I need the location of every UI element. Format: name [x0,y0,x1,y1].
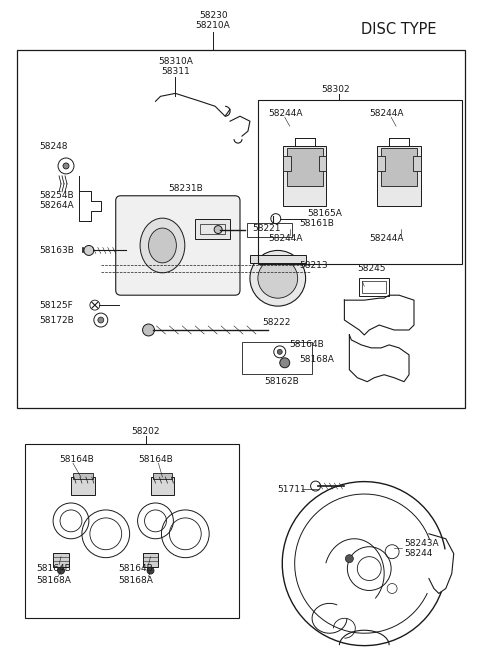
Bar [242,342,312,374]
Text: 58222: 58222 [262,318,290,327]
Circle shape [258,259,298,298]
Bar [258,100,462,265]
Bar [153,473,172,479]
Bar [195,219,230,238]
Bar [143,553,158,567]
Bar [377,156,385,171]
Bar [247,223,292,236]
Text: 58231B: 58231B [168,184,203,193]
Text: 58164B: 58164B [119,564,154,573]
Text: 58168A: 58168A [300,355,335,364]
Bar [25,444,239,618]
Text: 58244A: 58244A [369,109,404,118]
Bar [53,553,69,567]
Circle shape [280,358,290,367]
Text: 58168A: 58168A [119,576,154,585]
Bar [360,278,389,296]
Bar [151,477,174,495]
Bar [377,146,421,206]
Text: 58161B: 58161B [300,219,335,228]
Text: 58164B: 58164B [36,564,71,573]
Circle shape [58,567,64,574]
Circle shape [143,324,155,336]
Text: 58264A: 58264A [39,201,74,210]
Text: 58210A: 58210A [196,21,230,30]
Bar [17,50,465,407]
Circle shape [84,246,94,255]
Text: 58165A: 58165A [308,209,343,218]
Text: 58162B: 58162B [264,377,299,386]
Text: 58213: 58213 [300,261,328,270]
Bar [73,473,93,479]
Text: 58172B: 58172B [39,316,74,324]
Bar [283,156,291,171]
Circle shape [346,555,353,563]
Text: 58244A: 58244A [268,109,302,118]
Text: 58311: 58311 [161,67,190,76]
Bar [283,146,326,206]
Circle shape [250,250,306,306]
Text: DISC TYPE: DISC TYPE [361,22,437,37]
Bar [250,255,306,263]
Text: 58230: 58230 [199,11,228,20]
Circle shape [277,349,282,354]
Circle shape [214,225,222,234]
Text: 58164B: 58164B [290,341,324,349]
Text: 58245: 58245 [357,264,386,273]
Text: 58202: 58202 [132,427,160,436]
Text: 58164B: 58164B [59,455,94,464]
Bar [381,148,417,186]
Text: 58221: 58221 [252,224,280,233]
Text: 58244A: 58244A [268,234,302,243]
Ellipse shape [148,228,176,263]
Text: 58168A: 58168A [36,576,71,585]
Text: 58254B: 58254B [39,191,74,200]
Bar [200,223,225,234]
Circle shape [98,317,104,323]
Text: 58243A: 58243A [404,539,439,548]
Circle shape [147,567,154,574]
Text: 58164B: 58164B [139,455,173,464]
Circle shape [63,163,69,169]
Text: 58248: 58248 [39,141,68,151]
Text: 58310A: 58310A [158,57,193,66]
Bar [287,148,323,186]
Bar [319,156,326,171]
Text: 58244A: 58244A [369,234,404,243]
Text: 58163B: 58163B [39,246,74,255]
Bar [362,281,386,293]
Text: 58125F: 58125F [39,301,73,310]
Ellipse shape [140,218,185,273]
FancyBboxPatch shape [116,196,240,295]
Text: 51711: 51711 [277,485,306,494]
Bar [413,156,421,171]
Bar [71,477,95,495]
Text: 58302: 58302 [322,85,350,94]
Text: 58244: 58244 [404,549,432,558]
